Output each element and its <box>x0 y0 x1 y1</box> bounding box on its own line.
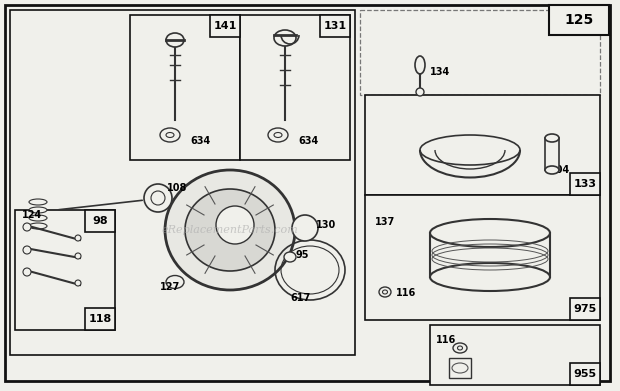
Ellipse shape <box>166 33 184 47</box>
Bar <box>130 15 240 160</box>
Ellipse shape <box>23 268 31 276</box>
Text: 104: 104 <box>550 165 570 175</box>
Text: 634: 634 <box>190 136 210 146</box>
Ellipse shape <box>416 88 424 96</box>
Bar <box>549 5 609 35</box>
Ellipse shape <box>379 287 391 297</box>
Text: 975: 975 <box>574 304 596 314</box>
Text: 141: 141 <box>213 21 237 31</box>
Ellipse shape <box>75 235 81 241</box>
Text: 137: 137 <box>375 217 396 227</box>
Bar <box>570 298 600 320</box>
Bar <box>365 95 600 195</box>
Ellipse shape <box>216 206 254 244</box>
Bar <box>449 358 471 378</box>
Ellipse shape <box>29 207 47 213</box>
Bar <box>570 363 600 385</box>
Text: eReplacementParts.com: eReplacementParts.com <box>162 225 298 235</box>
Ellipse shape <box>415 56 425 74</box>
Ellipse shape <box>545 134 559 142</box>
Ellipse shape <box>274 133 282 138</box>
Ellipse shape <box>23 223 31 231</box>
Bar <box>545 138 559 170</box>
Ellipse shape <box>160 128 180 142</box>
Bar <box>430 325 600 385</box>
Ellipse shape <box>185 189 275 271</box>
Text: 124: 124 <box>22 210 42 220</box>
Ellipse shape <box>268 128 288 142</box>
Bar <box>85 210 115 232</box>
Text: 617: 617 <box>290 293 310 303</box>
Bar <box>210 15 240 37</box>
Bar <box>15 210 115 330</box>
Bar <box>570 173 600 195</box>
Text: 125: 125 <box>564 13 593 27</box>
Text: 95: 95 <box>295 250 309 260</box>
Ellipse shape <box>29 215 47 221</box>
Ellipse shape <box>458 346 463 350</box>
Bar <box>85 308 115 330</box>
Ellipse shape <box>165 170 295 290</box>
Text: 134: 134 <box>430 67 450 77</box>
Text: 127: 127 <box>160 282 180 292</box>
Ellipse shape <box>383 290 388 294</box>
Text: 131: 131 <box>324 21 347 31</box>
Bar <box>240 15 350 160</box>
Bar <box>320 15 350 37</box>
Ellipse shape <box>453 343 467 353</box>
Bar <box>10 10 355 355</box>
Text: 118: 118 <box>89 314 112 324</box>
Ellipse shape <box>23 246 31 254</box>
Ellipse shape <box>545 166 559 174</box>
Ellipse shape <box>292 215 318 241</box>
Text: 955: 955 <box>574 369 596 379</box>
Text: 634: 634 <box>298 136 318 146</box>
Text: 108: 108 <box>167 183 187 193</box>
Text: 130: 130 <box>316 220 336 230</box>
Bar <box>360 10 600 95</box>
Ellipse shape <box>274 30 296 46</box>
Text: 116: 116 <box>396 288 416 298</box>
Ellipse shape <box>151 191 165 205</box>
Ellipse shape <box>75 280 81 286</box>
Ellipse shape <box>144 184 172 212</box>
Ellipse shape <box>430 263 550 291</box>
Ellipse shape <box>75 253 81 259</box>
Ellipse shape <box>29 199 47 205</box>
Ellipse shape <box>430 219 550 247</box>
Ellipse shape <box>284 252 296 262</box>
Text: 116: 116 <box>436 335 456 345</box>
Text: 133: 133 <box>574 179 596 189</box>
Text: 98: 98 <box>92 216 108 226</box>
Bar <box>365 195 600 320</box>
Ellipse shape <box>166 133 174 138</box>
Ellipse shape <box>166 276 184 289</box>
Ellipse shape <box>29 223 47 229</box>
